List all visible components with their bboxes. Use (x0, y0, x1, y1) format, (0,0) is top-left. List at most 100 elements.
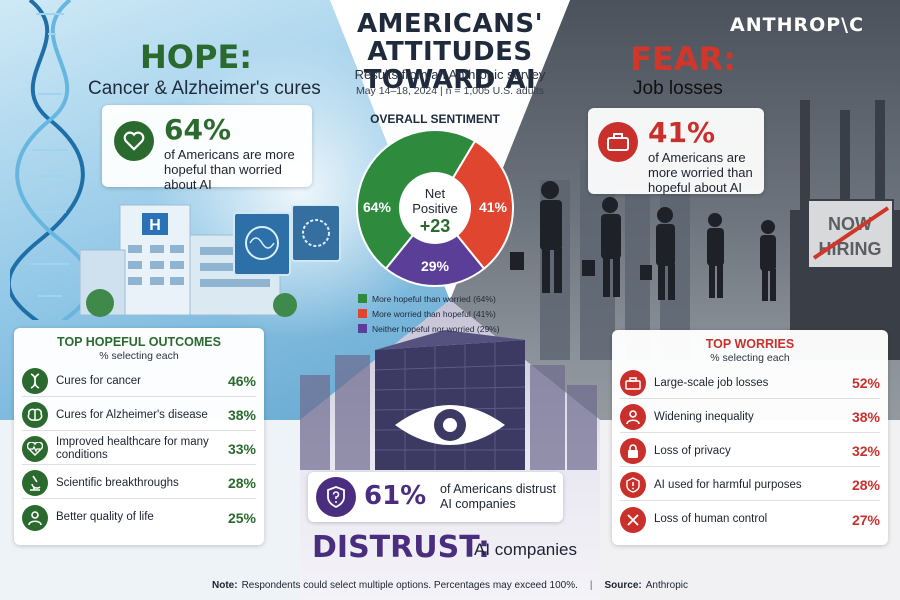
donut-center (399, 172, 471, 244)
person-icon (22, 504, 48, 531)
outcome-label: Cures for Alzheimer's disease (56, 408, 208, 421)
legend-item-hopeful: More hopeful than worried (64%) (358, 291, 500, 306)
briefcase-icon (620, 370, 646, 396)
outcome-label: Cures for cancer (56, 374, 142, 387)
legend-label-neither: Neither hopeful nor worried (29%) (372, 323, 500, 334)
list-item: Cures for cancer 46% (22, 366, 256, 397)
hopeful-outcomes-title: TOP HOPEFUL OUTCOMES (57, 335, 221, 349)
note-text: Respondents could select multiple option… (241, 579, 578, 591)
hope-heading: HOPE: (140, 38, 253, 76)
legend-label-worried: More worried than hopeful (41%) (372, 308, 496, 319)
survey-meta: May 14–18, 2024 | n = 1,005 U.S. adults (355, 85, 545, 97)
worry-label: Large-scale job losses (654, 376, 769, 389)
donut-center-line2: Positive (412, 201, 458, 216)
list-item: Loss of human control 27% (620, 504, 880, 535)
slice-label-worried: 41% (479, 199, 508, 215)
fear-heading: FEAR: (630, 40, 736, 78)
survey-subtitle: Results from an Anthropic survey (354, 67, 546, 82)
footer: Note: Respondents could select multiple … (0, 570, 900, 600)
donut-center-line1: Net (425, 186, 446, 201)
list-item: AI used for harmful purposes 28% (620, 470, 880, 501)
heart-icon (114, 121, 154, 161)
shield-question-icon (316, 477, 356, 517)
hopeful-outcomes-panel: TOP HOPEFUL OUTCOMES % selecting each Cu… (14, 328, 264, 545)
distrust-subheading: AI companies (474, 540, 577, 559)
legend-swatch-neither (358, 324, 367, 333)
outcome-pct: 38% (227, 407, 256, 423)
sentiment-title: OVERALL SENTIMENT (370, 112, 500, 126)
corporate-tower-illustration (300, 330, 597, 470)
legend-swatch-hopeful (358, 294, 367, 303)
legend-item-neither: Neither hopeful nor worried (29%) (358, 321, 500, 336)
distrust-stat-text: of Americans distrust AI companies (440, 482, 557, 511)
x-icon (620, 506, 646, 533)
warning-icon (620, 472, 646, 498)
donut-slice-neither (384, 206, 486, 287)
svg-text:H: H (149, 217, 161, 234)
legend-swatch-worried (358, 309, 367, 318)
worry-pct: 38% (851, 409, 880, 425)
list-item: Better quality of life 25% (22, 502, 256, 533)
outcome-pct: 25% (227, 509, 256, 526)
list-item: Scientific breakthroughs 28% (22, 468, 256, 499)
worry-pct: 28% (851, 477, 880, 493)
source-text: Anthropic (645, 579, 688, 591)
worry-label: AI used for harmful purposes (654, 478, 802, 491)
fear-stat-value: 41% (648, 116, 716, 149)
hope-stat-text: of Americans are more hopeful than worri… (164, 147, 295, 192)
hope-stat-value: 64% (164, 113, 232, 146)
sentiment-legend: More hopeful than worried (64%) More wor… (358, 291, 500, 336)
top-worries-panel: TOP WORRIES % selecting each Large-scale… (612, 330, 888, 545)
distrust-stat-card: 61% of Americans distrust AI companies (308, 472, 563, 522)
list-item: Loss of privacy 32% (620, 436, 880, 467)
distrust-heading: DISTRUST: (312, 530, 491, 565)
source-label: Source: (604, 579, 642, 591)
hope-subheading: Cancer & Alzheimer's cures (88, 78, 321, 99)
heartbeat-icon (22, 436, 48, 462)
top-worries-subtitle: % selecting each (710, 352, 790, 364)
worry-pct: 27% (851, 511, 880, 528)
donut-slice-worried (433, 139, 514, 271)
note-label: Note: (212, 579, 238, 591)
dna-helix-illustration (10, 0, 90, 320)
fear-stat-text: of Americans are more worried than hopef… (648, 150, 753, 195)
outcome-pct: 46% (227, 373, 256, 389)
list-item: Cures for Alzheimer's disease 38% (22, 400, 256, 431)
outcome-pct: 28% (227, 475, 256, 491)
list-item: Large-scale job losses 52% (620, 368, 880, 399)
hopeful-outcomes-subtitle: % selecting each (99, 350, 179, 362)
fear-stat-card: 41% of Americans are more worried than h… (588, 108, 764, 195)
sentiment-donut-chart: Net Positive +23 64% 41% 29% (356, 129, 514, 287)
outcome-label: Scientific breakthroughs (56, 476, 179, 489)
list-item: Widening inequality 38% (620, 402, 880, 433)
sign-now-text: NOW (828, 214, 872, 234)
worry-pct: 32% (851, 443, 880, 459)
donut-center-value: +23 (420, 216, 451, 236)
dna-icon (22, 368, 48, 394)
worry-label: Loss of human control (654, 513, 768, 525)
anthropic-logo: ANTHROP\C (730, 14, 865, 36)
title-line-2: TOWARD AI (363, 65, 537, 95)
fear-subheading: Job losses (633, 78, 723, 99)
legend-label-hopeful: More hopeful than worried (64%) (372, 293, 496, 304)
person-icon (620, 404, 646, 430)
briefcase-icon (598, 122, 638, 162)
top-worries-title: TOP WORRIES (705, 337, 795, 351)
worry-label: Widening inequality (654, 410, 754, 423)
worry-label: Loss of privacy (654, 444, 731, 457)
outcome-label: Better quality of life (56, 511, 154, 523)
slice-label-hopeful: 64% (363, 199, 392, 215)
outcome-label: Improved healthcare for many conditions (56, 436, 209, 461)
hope-stat-card: 64% of Americans are more hopeful than w… (102, 105, 312, 192)
brain-icon (22, 402, 48, 428)
footer-separator: | (589, 579, 593, 591)
list-item: Improved healthcare for many conditions … (22, 434, 256, 465)
brain-scan-screens (233, 205, 341, 276)
microscope-icon (22, 470, 48, 496)
slice-label-neither: 29% (421, 258, 450, 274)
legend-item-worried: More worried than hopeful (41%) (358, 306, 500, 321)
outcome-pct: 33% (227, 441, 256, 457)
distrust-stat-value: 61% (364, 481, 427, 511)
worry-pct: 52% (851, 375, 880, 391)
page-title: AMERICANS' ATTITUDES TOWARD AI (270, 10, 630, 94)
